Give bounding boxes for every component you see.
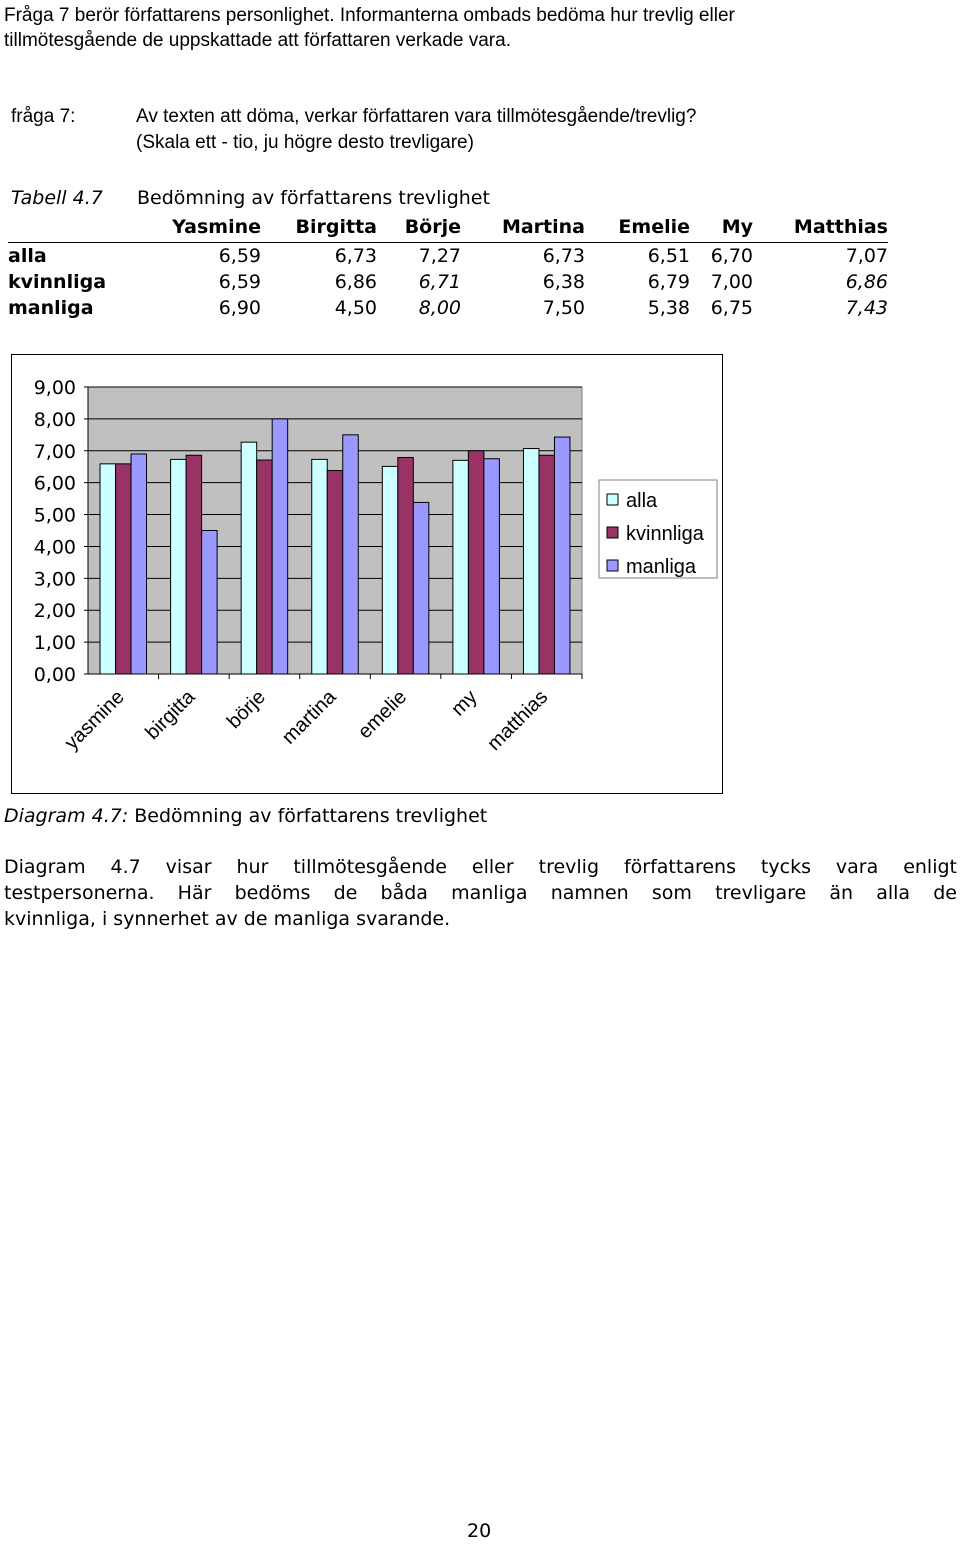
bar-manliga-börje bbox=[271, 418, 289, 675]
y-tick-label: 8,00 bbox=[34, 409, 76, 431]
bar-alla-emelie bbox=[381, 465, 399, 675]
table-cell: 4,50 bbox=[334, 297, 377, 319]
bar-manliga-birgitta bbox=[201, 530, 218, 675]
question-line-2: (Skala ett - tio, ju högre desto trevlig… bbox=[136, 132, 474, 153]
x-tick-label: matthias bbox=[483, 686, 552, 755]
table-cell: 7,50 bbox=[542, 297, 585, 319]
table-cell: 6,59 bbox=[218, 245, 261, 267]
y-tick-label: 6,00 bbox=[34, 473, 76, 495]
bar-chart: 0,00 1,00 2,00 3,00 4,00 5,00 6,00 7,00 8,00 9,00… bbox=[34, 377, 718, 755]
page-number: 20 bbox=[467, 1520, 492, 1542]
y-tick-label: 7,00 bbox=[34, 441, 76, 463]
question-label: fråga 7: bbox=[11, 106, 76, 127]
body-line-1: Diagram 4.7 visar hur tillmötesgående el… bbox=[4, 856, 957, 878]
table-cell: 6,51 bbox=[647, 245, 690, 267]
row-label-kvinnliga: kvinnliga bbox=[8, 271, 107, 293]
header-birgitta: Birgitta bbox=[261, 212, 377, 243]
table-cell: 6,71 bbox=[418, 271, 461, 293]
x-tick-label: börje bbox=[223, 686, 270, 733]
table-cell: 6,79 bbox=[647, 271, 690, 293]
table-cell: 6,73 bbox=[334, 245, 377, 267]
header-borje: Börje bbox=[377, 212, 461, 243]
table-cell: 7,27 bbox=[418, 245, 461, 267]
x-tick-label: my bbox=[447, 686, 481, 720]
table-title: Bedömning av författarens trevlighet bbox=[137, 187, 490, 209]
table-cell: 5,38 bbox=[647, 297, 690, 319]
intro-line-1: Fråga 7 berör författarens personlighet.… bbox=[4, 5, 735, 26]
table-cell: 6,75 bbox=[710, 297, 753, 319]
table-label: Tabell 4.7 bbox=[11, 187, 103, 209]
legend-label-manliga: manliga bbox=[626, 556, 697, 578]
y-tick-label: 3,00 bbox=[34, 568, 76, 590]
y-tick-label: 5,00 bbox=[34, 505, 76, 527]
bar-manliga-my bbox=[483, 458, 500, 675]
body-line-3: kvinnliga, i synnerhet av de manliga sva… bbox=[4, 908, 451, 930]
bar-alla-birgitta bbox=[170, 458, 187, 675]
header-emelie: Emelie bbox=[585, 212, 690, 243]
bar-kvinnliga-emelie bbox=[397, 456, 414, 675]
y-tick-label: 0,00 bbox=[34, 664, 76, 686]
bar-manliga-martina bbox=[342, 434, 359, 675]
table-cell: 7,00 bbox=[710, 271, 753, 293]
bar-alla-my bbox=[452, 459, 469, 675]
x-tick-label: birgitta bbox=[141, 685, 200, 744]
table-corner bbox=[8, 212, 116, 243]
legend-label-alla: alla bbox=[626, 490, 658, 512]
chart-frame: 0,00 1,00 2,00 3,00 4,00 5,00 6,00 7,00 8,00 9,00… bbox=[11, 354, 723, 794]
bar-kvinnliga-yasmine bbox=[115, 463, 132, 675]
bar-kvinnliga-my bbox=[467, 450, 485, 675]
table-cell: 6,86 bbox=[845, 271, 888, 293]
table-cell: 6,90 bbox=[218, 297, 261, 319]
bar-alla-martina bbox=[311, 458, 328, 675]
diagram-caption-label: Diagram 4.7: bbox=[4, 805, 129, 827]
table-row: manliga 6,90 4,50 8,00 7,50 5,38 6,75 7,… bbox=[8, 295, 888, 321]
bar-alla-börje bbox=[240, 441, 258, 675]
legend-label-kvinnliga: kvinnliga bbox=[626, 523, 705, 545]
table-cell: 6,86 bbox=[334, 271, 377, 293]
legend bbox=[598, 479, 718, 579]
bar-kvinnliga-birgitta bbox=[185, 454, 203, 675]
legend-swatch-kvinnliga bbox=[606, 526, 619, 539]
intro-line-2: tillmötesgående de uppskattade att förfa… bbox=[4, 30, 511, 51]
bar-kvinnliga-matthias bbox=[538, 454, 555, 675]
bar-manliga-yasmine bbox=[130, 453, 148, 675]
legend-swatch-alla bbox=[606, 493, 619, 506]
table-cell: 7,07 bbox=[845, 245, 888, 267]
row-label-manliga: manliga bbox=[8, 297, 94, 319]
table-cell: 7,43 bbox=[845, 297, 888, 319]
diagram-caption-text: Bedömning av författarens trevlighet bbox=[128, 805, 488, 827]
y-tick-label: 1,00 bbox=[34, 632, 76, 654]
table-cell: 6,59 bbox=[218, 271, 261, 293]
bar-kvinnliga-börje bbox=[256, 459, 273, 675]
diagram-caption: Diagram 4.7: Bedömning av författarens t… bbox=[4, 804, 487, 829]
table-cell: 6,38 bbox=[542, 271, 585, 293]
y-tick-label: 2,00 bbox=[34, 600, 76, 622]
body-line-2: testpersonerna. Här bedöms de båda manli… bbox=[4, 882, 957, 904]
x-tick-label: martina bbox=[278, 685, 341, 748]
question-line-1: Av texten att döma, verkar författaren v… bbox=[136, 106, 697, 127]
header-martina: Martina bbox=[461, 212, 585, 243]
bar-alla-yasmine bbox=[99, 463, 117, 675]
results-table: Yasmine Birgitta Börje Martina Emelie My… bbox=[8, 212, 888, 321]
header-yasmine: Yasmine bbox=[116, 212, 261, 243]
table-row: kvinnliga 6,59 6,86 6,71 6,38 6,79 7,00 … bbox=[8, 269, 888, 295]
row-label-alla: alla bbox=[8, 245, 47, 267]
x-tick-label: emelie bbox=[354, 686, 411, 743]
table-row: alla 6,59 6,73 7,27 6,73 6,51 6,70 7,07 bbox=[8, 243, 888, 270]
bar-alla-matthias bbox=[522, 448, 540, 675]
legend-swatch-manliga bbox=[606, 559, 619, 572]
table-cell: 6,73 bbox=[542, 245, 585, 267]
bar-kvinnliga-martina bbox=[326, 470, 344, 675]
header-matthias: Matthias bbox=[753, 212, 888, 243]
table-cell: 8,00 bbox=[418, 297, 461, 319]
y-tick-label: 9,00 bbox=[34, 377, 76, 399]
y-tick-label: 4,00 bbox=[34, 536, 76, 558]
x-tick-label: yasmine bbox=[61, 686, 129, 754]
bar-manliga-emelie bbox=[412, 501, 430, 675]
header-my: My bbox=[690, 212, 753, 243]
bar-manliga-matthias bbox=[553, 436, 571, 675]
table-cell: 6,70 bbox=[710, 245, 753, 267]
table-header-row: Yasmine Birgitta Börje Martina Emelie My… bbox=[8, 212, 888, 243]
